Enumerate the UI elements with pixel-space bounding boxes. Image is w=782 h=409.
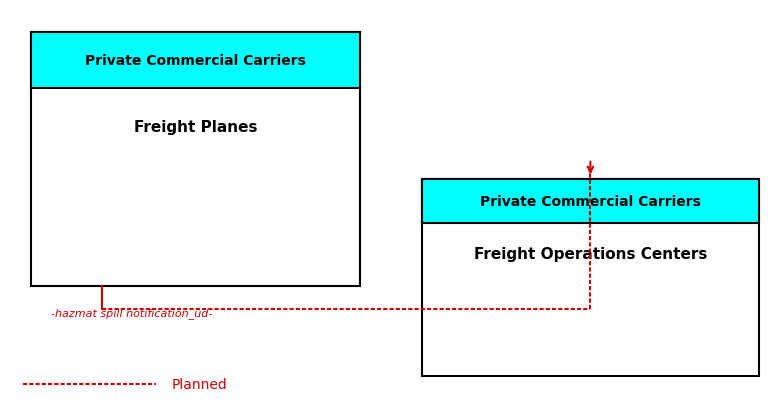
Bar — [31, 33, 360, 88]
Bar — [31, 33, 360, 286]
Text: Freight Planes: Freight Planes — [134, 120, 257, 135]
Text: Private Commercial Carriers: Private Commercial Carriers — [85, 54, 306, 67]
Text: -hazmat spill notification_ud-: -hazmat spill notification_ud- — [51, 308, 212, 318]
Bar — [422, 180, 759, 376]
Bar — [422, 180, 759, 223]
Text: Freight Operations Centers: Freight Operations Centers — [474, 246, 707, 261]
Text: Planned: Planned — [172, 378, 228, 391]
Text: Private Commercial Carriers: Private Commercial Carriers — [480, 195, 701, 209]
